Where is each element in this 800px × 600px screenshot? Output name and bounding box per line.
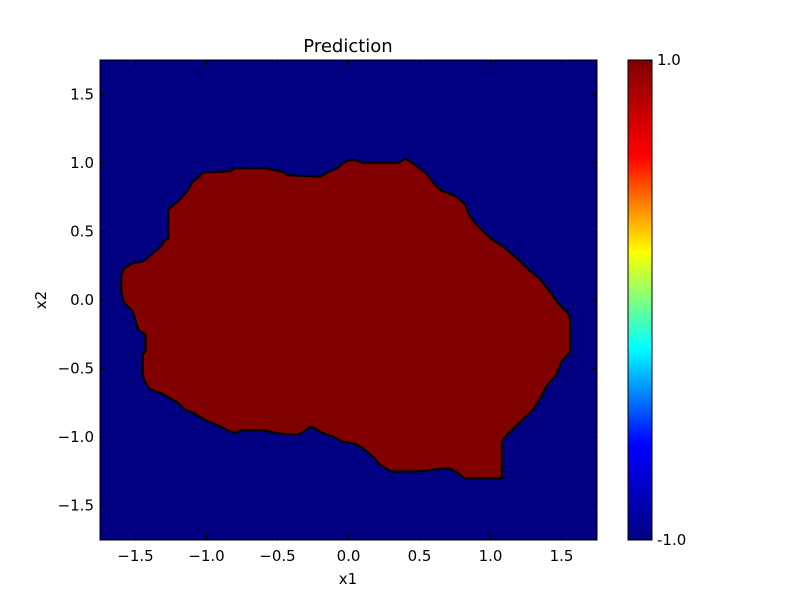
colorbar-min-label: -1.0 xyxy=(657,531,686,549)
x-tick-label: −0.5 xyxy=(259,547,295,565)
plot-area xyxy=(99,59,598,541)
x-tick-label: −1.5 xyxy=(117,547,153,565)
colorbar: 1.0 -1.0 xyxy=(627,51,686,549)
x-axis-ticks: −1.5 −1.0 −0.5 0.0 0.5 1.0 1.5 xyxy=(117,60,573,565)
y-tick-label: 1.0 xyxy=(70,154,94,172)
y-tick-label: 0.5 xyxy=(70,222,94,240)
colorbar-gradient xyxy=(627,59,653,541)
x-tick-label: 1.5 xyxy=(550,547,574,565)
x-tick-label: 0.5 xyxy=(408,547,432,565)
y-tick-label: −1.5 xyxy=(58,497,94,515)
colorbar-max-label: 1.0 xyxy=(657,51,681,69)
y-tick-label: 0.0 xyxy=(70,291,94,309)
y-axis-label: x2 xyxy=(32,291,50,309)
x-tick-label: 0.0 xyxy=(337,547,361,565)
y-axis-ticks: −1.5 −1.0 −0.5 0.0 0.5 1.0 1.5 xyxy=(58,85,597,515)
x-tick-label: −1.0 xyxy=(188,547,224,565)
x-tick-label: 1.0 xyxy=(479,547,503,565)
x-axis-label: x1 xyxy=(339,570,357,588)
y-tick-label: 1.5 xyxy=(70,85,94,103)
y-tick-label: −0.5 xyxy=(58,360,94,378)
decision-boundary xyxy=(120,157,572,480)
inside-region xyxy=(121,158,571,479)
y-tick-label: −1.0 xyxy=(58,428,94,446)
chart-title: Prediction xyxy=(303,36,392,57)
